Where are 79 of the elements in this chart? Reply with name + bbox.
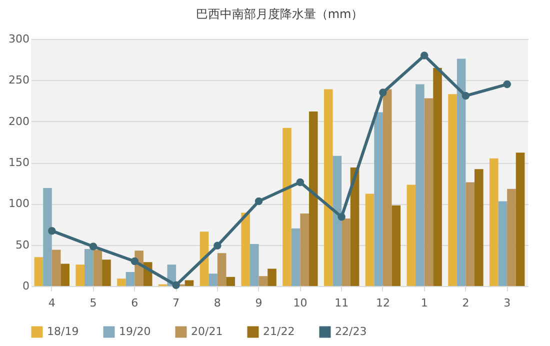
bar — [365, 194, 374, 286]
x-tick-label: 7 — [172, 296, 180, 310]
legend-label: 20/21 — [191, 325, 223, 338]
bar — [52, 250, 61, 286]
bar — [456, 58, 466, 286]
y-tick-label: 100 — [8, 197, 30, 210]
x-tick-label: 6 — [131, 296, 138, 310]
x-tick-label: 8 — [214, 296, 221, 310]
bar — [374, 112, 383, 286]
bar — [268, 268, 276, 286]
point — [338, 212, 346, 221]
bar — [324, 89, 333, 286]
y-tick-label: 200 — [8, 114, 30, 128]
bar — [76, 264, 84, 286]
y-tick-label: 50 — [16, 238, 30, 252]
bar — [424, 98, 434, 286]
x-tick-label: 10 — [293, 296, 308, 310]
point — [296, 178, 304, 186]
bar — [466, 182, 475, 286]
bar — [342, 218, 350, 286]
legend-label: 21/22 — [263, 325, 295, 338]
bar — [93, 250, 102, 286]
bar — [406, 184, 416, 286]
x-tick-label: 2 — [462, 296, 470, 310]
bar — [416, 84, 424, 286]
bar — [350, 167, 360, 286]
bar — [507, 188, 516, 286]
x-tick-label: 5 — [90, 296, 97, 310]
bar — [308, 111, 318, 286]
y-tick-label: 300 — [8, 32, 30, 46]
point — [503, 80, 511, 88]
bar — [291, 228, 300, 286]
point — [379, 88, 387, 96]
point — [130, 257, 139, 266]
bar — [43, 188, 52, 286]
bar — [474, 169, 484, 286]
x-tick-label: 3 — [504, 296, 511, 310]
bar — [208, 274, 218, 286]
bar — [433, 68, 442, 286]
point — [48, 226, 56, 235]
y-tick-label: 250 — [8, 74, 30, 87]
chart-title: 巴西中南部月度降水量（mm） — [196, 7, 364, 21]
x-tick-label: 11 — [334, 296, 349, 310]
bar — [300, 214, 309, 286]
point — [214, 242, 222, 250]
bar — [250, 244, 259, 286]
y-tick-label: 150 — [8, 156, 30, 169]
bar — [332, 156, 342, 286]
x-tick-label: 4 — [48, 296, 56, 310]
legend-label: 22/23 — [335, 325, 367, 338]
bar — [126, 272, 135, 286]
bar — [84, 248, 94, 286]
point — [254, 197, 263, 206]
legend-label: 19/20 — [119, 325, 151, 338]
point — [89, 242, 98, 250]
bar — [258, 276, 268, 286]
bar — [382, 89, 392, 286]
bar — [217, 253, 226, 286]
bar — [117, 278, 126, 286]
bar — [498, 201, 508, 286]
bar — [490, 158, 498, 286]
bar — [516, 152, 525, 286]
bar — [282, 128, 292, 286]
y-tick-label: 0 — [22, 280, 30, 292]
x-tick-label: 9 — [255, 296, 262, 310]
bar — [60, 264, 70, 286]
x-tick-label: 12 — [376, 296, 390, 310]
x-tick-label: 1 — [420, 296, 428, 310]
bar — [34, 257, 44, 286]
bar — [448, 94, 457, 286]
point — [420, 52, 428, 60]
point — [172, 281, 180, 290]
bar — [102, 260, 111, 286]
bar — [241, 212, 250, 286]
bar — [184, 280, 194, 286]
point — [462, 92, 470, 100]
bar — [226, 276, 236, 286]
bar — [392, 205, 401, 286]
legend-label: 18/19 — [47, 325, 79, 338]
